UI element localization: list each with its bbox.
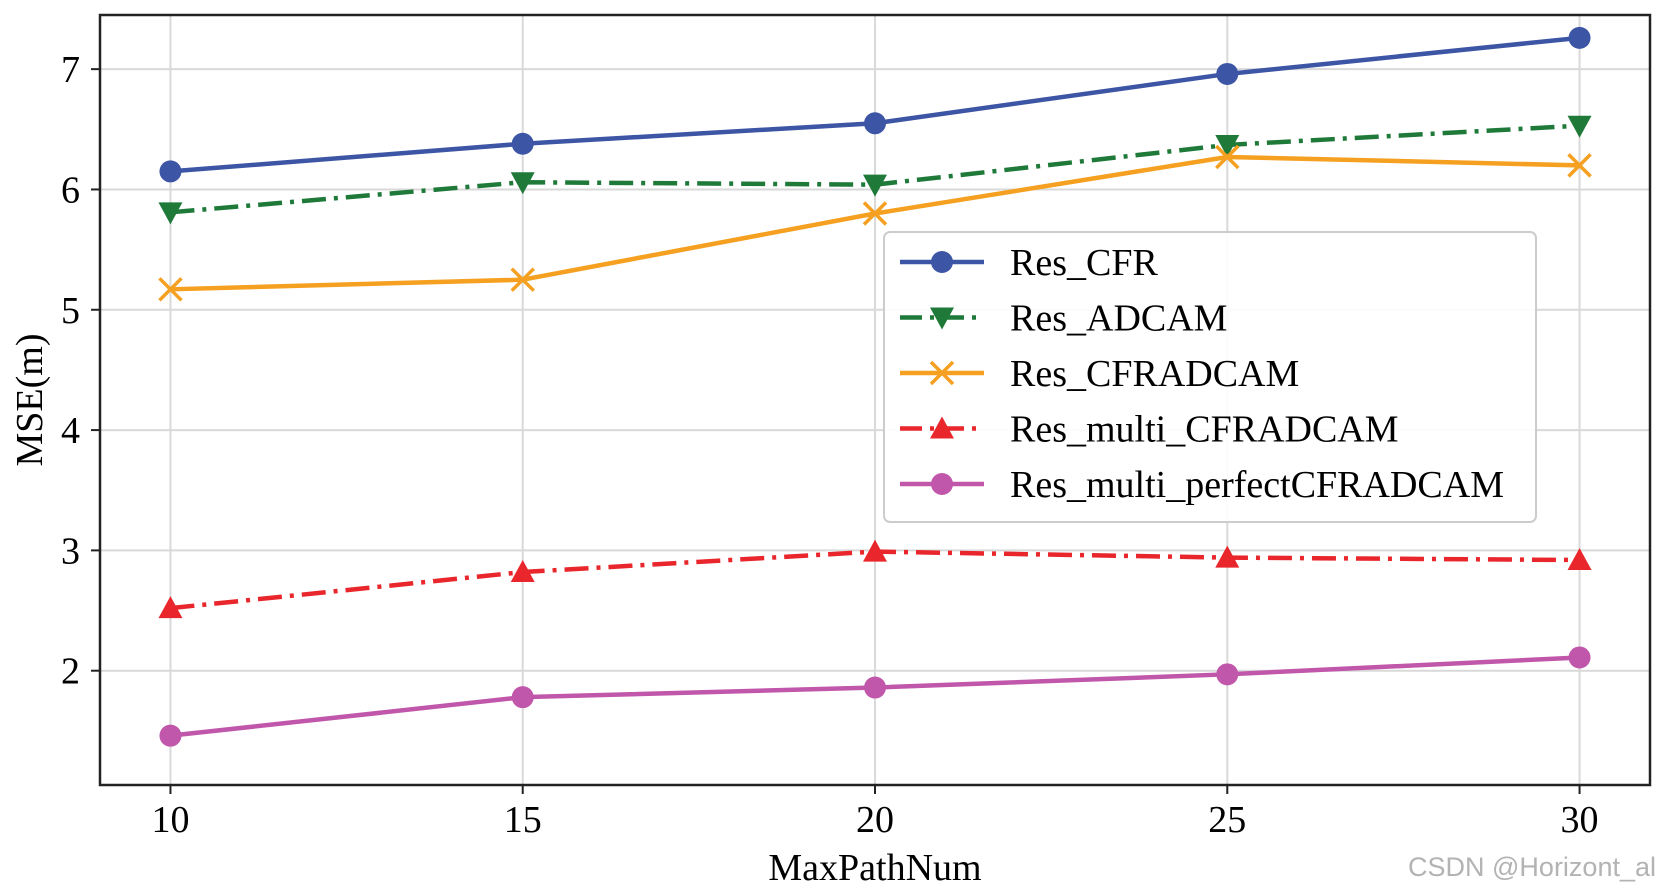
x-tick-label-30: 30 [1561,799,1599,841]
data-point-Res_CFR-25 [1216,62,1239,85]
legend-item-Res_CFR: Res_CFR [900,242,1158,284]
legend-item-Res_multi_perfectCFRADCAM: Res_multi_perfectCFRADCAM [900,464,1504,506]
data-point-Res_multi_CFRADCAM-20 [863,539,887,562]
series-Res_CFRADCAM [158,144,1592,302]
data-point-Res_ADCAM-25 [1215,134,1240,157]
legend-marker-Res_CFRADCAM-stroke-b [929,360,955,386]
data-point-Res_ADCAM-30 [1567,115,1592,138]
data-point-Res_multi_CFRADCAM-25 [1215,545,1240,568]
legend-item-Res_ADCAM: Res_ADCAM [900,298,1227,340]
y-axis-label: MSE(m) [9,334,51,467]
series-Res_ADCAM [158,115,1592,225]
y-tick-label-5: 5 [61,290,80,332]
data-point-Res_CFRADCAM-25 [1215,144,1240,170]
data-point-Res_CFR-10 [159,160,182,183]
data-point-Res_multi_perfectCFRADCAM-10 [159,724,182,747]
legend-marker-Res_multi_perfectCFRADCAM [931,473,953,495]
data-point-Res_multi_perfectCFRADCAM-30 [1568,646,1591,669]
legend-item-Res_CFRADCAM: Res_CFRADCAM [900,353,1299,395]
x-tick-label-15: 15 [504,799,542,841]
y-tick-label-3: 3 [61,530,80,572]
data-point-Res_CFR-20 [864,112,886,135]
data-point-Res_multi_CFRADCAM-30 [1567,548,1592,571]
series-Res_multi_CFRADCAM [158,539,1592,619]
legend-item-Res_multi_CFRADCAM: Res_multi_CFRADCAM [900,409,1399,451]
legend-label-Res_CFR: Res_CFR [1010,242,1158,284]
data-point-Res_CFRADCAM-10 [158,277,183,302]
y-tick-label-6: 6 [61,169,80,211]
y-tick-label-7: 7 [61,49,80,91]
data-point-Res_CFRADCAM-20-stroke-b [862,201,888,226]
data-point-Res_ADCAM-20 [863,174,887,197]
data-point-Res_CFRADCAM-20 [862,201,888,226]
legend-label-Res_multi_CFRADCAM: Res_multi_CFRADCAM [1010,409,1399,451]
data-point-Res_ADCAM-10 [158,202,183,225]
x-tick-label-10: 10 [151,799,189,841]
legend-box [883,231,1537,523]
series-Res_multi_perfectCFRADCAM [159,646,1591,747]
x-tick-label-20: 20 [856,799,894,841]
data-point-Res_CFRADCAM-15 [510,267,535,292]
legend: Res_CFR Res_ADCAM Res_CFRADCAM Res_multi_CF… [883,231,1537,523]
data-point-Res_CFRADCAM-25-stroke-b [1215,144,1240,170]
y-tick-label-2: 2 [61,651,80,693]
legend-label-Res_CFRADCAM: Res_CFRADCAM [1010,353,1299,395]
data-point-Res_CFRADCAM-30-stroke-b [1567,153,1592,178]
watermark: CSDN @Horizont_al [1408,852,1656,882]
legend-marker-Res_multi_CFRADCAM [930,416,954,439]
y-tick-label-4: 4 [61,410,80,452]
data-point-Res_CFRADCAM-15-stroke-b [510,267,535,292]
data-point-Res_multi_perfectCFRADCAM-15 [511,686,534,709]
data-point-Res_CFRADCAM-30 [1567,153,1592,178]
legend-label-Res_multi_perfectCFRADCAM: Res_multi_perfectCFRADCAM [1010,464,1504,506]
data-point-Res_CFR-30 [1568,26,1591,49]
data-point-Res_multi_perfectCFRADCAM-25 [1216,663,1239,686]
data-point-Res_CFRADCAM-10-stroke-b [158,277,183,302]
legend-marker-Res_CFRADCAM [929,360,955,386]
x-axis-label: MaxPathNum [768,847,981,889]
data-point-Res_multi_perfectCFRADCAM-20 [864,676,886,699]
data-point-Res_multi_CFRADCAM-15 [510,560,535,583]
axis-ticks: 10 15 20 25 30 2 3 4 5 6 7 [61,49,1599,841]
legend-marker-Res_ADCAM [930,307,954,330]
legend-marker-Res_CFR [931,251,953,273]
data-point-Res_CFR-15 [511,132,534,155]
data-point-Res_ADCAM-15 [510,172,535,195]
series-layer [158,26,1592,747]
x-tick-label-25: 25 [1208,799,1246,841]
data-point-Res_multi_CFRADCAM-10 [158,596,183,619]
legend-label-Res_ADCAM: Res_ADCAM [1010,298,1227,340]
series-Res_CFR [159,26,1591,183]
